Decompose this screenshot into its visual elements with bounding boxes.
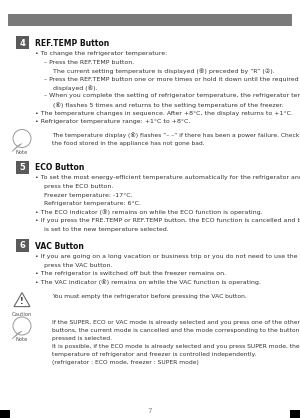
Text: Note: Note (16, 337, 28, 342)
Circle shape (13, 130, 31, 148)
Text: ECO Button: ECO Button (35, 163, 84, 173)
Text: REF.TEMP Button: REF.TEMP Button (35, 39, 109, 48)
Text: • The ECO indicator (⑤) remains on while the ECO function is operating.: • The ECO indicator (⑤) remains on while… (35, 209, 262, 215)
Text: The current setting temperature is displayed (⑥) preceded by “R” (②).: The current setting temperature is displ… (53, 68, 275, 74)
Text: • To change the refrigerator temperature:: • To change the refrigerator temperature… (35, 51, 167, 56)
Text: – Press the REF.TEMP button one or more times or hold it down until the required: – Press the REF.TEMP button one or more … (44, 76, 300, 82)
Text: press the ECO button.: press the ECO button. (44, 184, 113, 189)
Text: • The refrigerator is switched off but the freezer remains on.: • The refrigerator is switched off but t… (35, 271, 226, 276)
Text: buttons, the current mode is cancelled and the mode corresponding to the button: buttons, the current mode is cancelled a… (52, 328, 299, 333)
Bar (16, 239, 29, 252)
Text: Note: Note (16, 150, 28, 155)
Text: the food stored in the appliance has not gone bad.: the food stored in the appliance has not… (52, 140, 205, 145)
Text: • The VAC indicator (⑥) remains on while the VAC function is operating.: • The VAC indicator (⑥) remains on while… (35, 280, 261, 285)
Text: • The temperature changes in sequence. After +8°C, the display returns to +1°C.: • The temperature changes in sequence. A… (35, 110, 293, 115)
Text: You must empty the refrigerator before pressing the VAC button.: You must empty the refrigerator before p… (52, 294, 247, 299)
Bar (16, 36, 29, 49)
Bar (16, 161, 29, 173)
Text: Caution: Caution (12, 312, 32, 317)
Text: pressed is selected.: pressed is selected. (52, 336, 112, 341)
Text: If the SUPER, ECO or VAC mode is already selected and you press one of the other: If the SUPER, ECO or VAC mode is already… (52, 320, 300, 325)
Circle shape (13, 317, 31, 335)
Text: • If you press the FRE.TEMP or REF.TEMP button, the ECO function is cancelled an: • If you press the FRE.TEMP or REF.TEMP … (35, 218, 300, 223)
Text: !: ! (20, 298, 24, 306)
Text: (⑥) flashes 5 times and returns to the setting temperature of the freezer.: (⑥) flashes 5 times and returns to the s… (53, 102, 284, 107)
Text: Refrigerator temperature: 6°C.: Refrigerator temperature: 6°C. (44, 201, 141, 206)
Text: (refrigerator : ECO mode, freezer : SUPER mode): (refrigerator : ECO mode, freezer : SUPE… (52, 360, 199, 365)
Bar (0, 410, 10, 418)
Text: is set to the new temperature selected.: is set to the new temperature selected. (44, 227, 169, 232)
Text: 6: 6 (19, 242, 25, 250)
Text: • To set the most energy-efficient temperature automatically for the refrigerato: • To set the most energy-efficient tempe… (35, 176, 300, 181)
Text: 5: 5 (19, 163, 25, 172)
Polygon shape (12, 331, 22, 339)
Bar (8, 14, 292, 26)
Text: Freezer temperature: -17°C.: Freezer temperature: -17°C. (44, 193, 133, 197)
Text: • Refrigerator temperature range: +1°C to +8°C.: • Refrigerator temperature range: +1°C t… (35, 119, 190, 124)
Text: press the VAC button.: press the VAC button. (44, 263, 112, 268)
Text: • If you are going on a long vacation or business trip or you do not need to use: • If you are going on a long vacation or… (35, 254, 300, 259)
Text: 7: 7 (148, 408, 152, 414)
Text: displayed (⑥).: displayed (⑥). (53, 85, 98, 91)
Text: temperature of refrigerator and freezer is controlled independently.: temperature of refrigerator and freezer … (52, 352, 256, 357)
Text: – When you complete the setting of refrigerator temperature, the refrigerator te: – When you complete the setting of refri… (44, 94, 300, 99)
Text: VAC Button: VAC Button (35, 242, 84, 251)
Text: – Press the REF.TEMP button.: – Press the REF.TEMP button. (44, 59, 134, 64)
Polygon shape (14, 293, 30, 306)
Polygon shape (12, 143, 22, 151)
Text: 4: 4 (19, 38, 25, 48)
Text: The temperature display (⑥) flashes “– –” if there has been a power failure. Che: The temperature display (⑥) flashes “– –… (52, 133, 300, 138)
Text: It is possible, if the ECO mode is already selected and you press SUPER mode, th: It is possible, if the ECO mode is alrea… (52, 344, 300, 349)
Bar (290, 410, 300, 418)
